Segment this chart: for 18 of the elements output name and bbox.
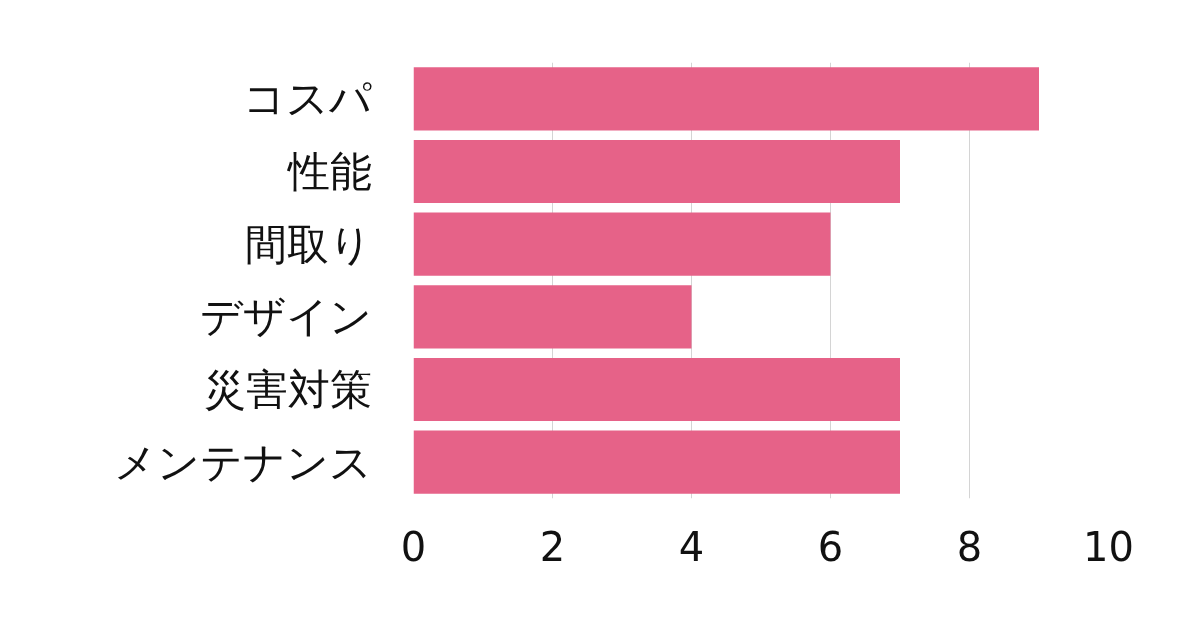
y-tick-label: 災害対策 — [203, 365, 372, 414]
y-tick-label: メンテナンス — [113, 437, 372, 487]
bar — [413, 67, 1039, 131]
bar — [413, 139, 900, 204]
y-tick-label: 性能 — [285, 147, 372, 196]
x-tick-label: 0 — [400, 523, 427, 570]
bar — [413, 285, 692, 349]
bar — [413, 212, 831, 276]
x-tick-label: 8 — [956, 523, 983, 570]
y-tick-label: コスパ — [242, 74, 372, 124]
bar — [413, 430, 900, 494]
bar — [413, 357, 900, 422]
y-tick-label: 間取り — [244, 219, 372, 269]
y-tick-label: デザイン — [199, 292, 372, 342]
x-tick-label: 6 — [817, 523, 844, 570]
x-tick-label: 4 — [678, 523, 705, 570]
x-tick-label: 10 — [1083, 523, 1134, 570]
x-tick-label: 2 — [539, 523, 566, 570]
